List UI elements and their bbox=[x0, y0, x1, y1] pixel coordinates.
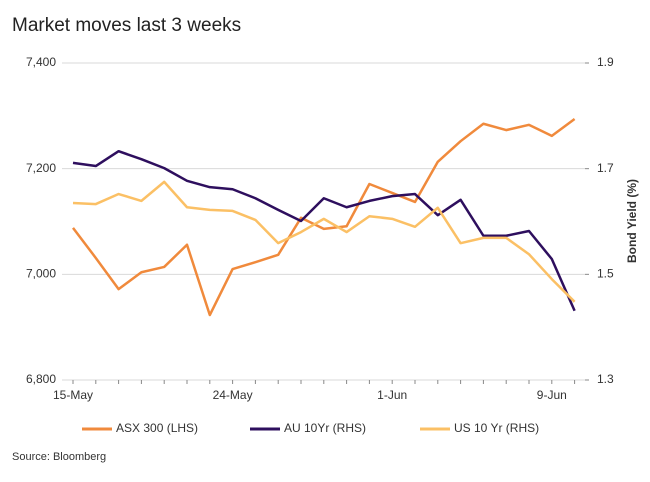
x-tick-label: 9-Jun bbox=[537, 388, 567, 402]
y2-tick-label: 1.5 bbox=[597, 267, 614, 281]
y-tick-label: 6,800 bbox=[26, 372, 56, 386]
y-tick-label: 7,400 bbox=[26, 55, 56, 69]
chart-title: Market moves last 3 weeks bbox=[12, 15, 241, 36]
y2-tick-label: 1.7 bbox=[597, 161, 614, 175]
y-tick-label: 7,200 bbox=[26, 161, 56, 175]
series-line bbox=[72, 149, 576, 312]
series-line bbox=[72, 117, 576, 317]
x-tick-label: 15-May bbox=[53, 388, 93, 402]
x-tick-label: 24-May bbox=[213, 388, 253, 402]
y2-tick-label: 1.3 bbox=[597, 372, 614, 386]
series-line bbox=[72, 180, 576, 303]
legend-label: ASX 300 (LHS) bbox=[116, 421, 198, 435]
legend-label: AU 10Yr (RHS) bbox=[284, 421, 366, 435]
source: Source: Bloomberg bbox=[12, 451, 106, 463]
y2-tick-label: 1.9 bbox=[597, 55, 614, 69]
y2-axis-label: Bond Yield (%) bbox=[625, 179, 639, 263]
y-tick-label: 7,000 bbox=[26, 267, 56, 281]
x-tick-label: 1-Jun bbox=[377, 388, 407, 402]
legend-label: US 10 Yr (RHS) bbox=[454, 421, 539, 435]
